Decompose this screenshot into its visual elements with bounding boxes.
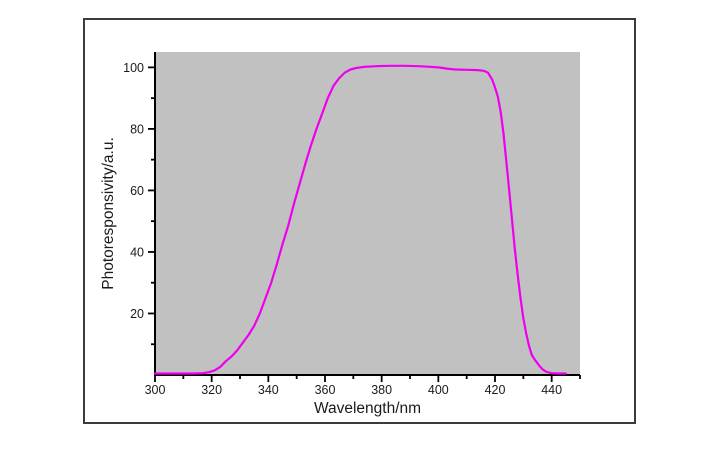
y-tick-labels: 20 40 60 80 100 (123, 61, 144, 321)
y-tick-label: 40 (130, 245, 144, 259)
y-tick-label: 20 (130, 307, 144, 321)
axis-lines (154, 52, 580, 376)
y-axis-title: Photoresponsivity/a.u. (100, 137, 117, 290)
x-tick-label: 360 (315, 383, 336, 397)
x-tick-label: 420 (485, 383, 506, 397)
x-tick-labels: 300 320 340 360 380 400 420 440 (145, 383, 563, 397)
plot-area (155, 52, 580, 375)
y-tick-label: 80 (130, 122, 144, 136)
y-tick-label: 100 (123, 61, 144, 75)
y-tick-label: 60 (130, 184, 144, 198)
x-tick-label: 440 (541, 383, 562, 397)
x-tick-label: 320 (201, 383, 222, 397)
x-axis-title: Wavelength/nm (314, 400, 421, 417)
x-tick-label: 340 (258, 383, 279, 397)
x-tick-label: 400 (428, 383, 449, 397)
x-tick-label: 380 (371, 383, 392, 397)
y-axis-ticks (148, 66, 155, 346)
spectrum-chart: 300 320 340 360 380 400 420 440 20 40 60 80 100 Wavel… (83, 18, 636, 424)
spectrum-line (153, 64, 567, 375)
x-tick-label: 300 (145, 383, 166, 397)
